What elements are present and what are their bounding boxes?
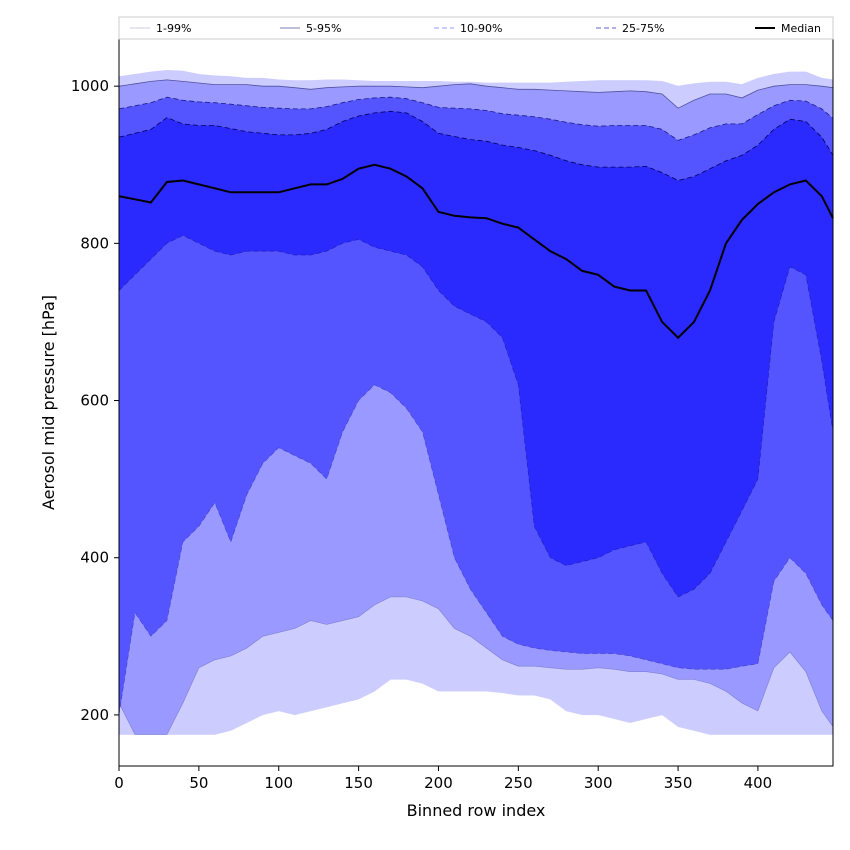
legend-label: Median bbox=[781, 22, 821, 35]
band-25-75pct bbox=[119, 111, 833, 598]
legend: 1-99% 5-95% 10-90% 25-75% Median bbox=[118, 16, 834, 40]
percentile-bands bbox=[119, 70, 833, 735]
median-line bbox=[118, 163, 834, 340]
band-upper-edge-1-99pct bbox=[118, 69, 834, 87]
y-axis-ticks: 200 400 600 800 1000 bbox=[71, 77, 119, 724]
x-axis-ticks: 0 50 100 150 200 250 300 350 400 bbox=[114, 766, 772, 792]
band-lower-edge-5-95pct bbox=[118, 596, 834, 735]
x-tick-label: 100 bbox=[264, 774, 293, 792]
y-axis-label: Aerosol mid pressure [hPa] bbox=[39, 295, 58, 510]
y-tick-label: 600 bbox=[80, 392, 109, 410]
band-lower-edge-10-90pct bbox=[118, 384, 834, 715]
x-tick-label: 400 bbox=[744, 774, 773, 792]
legend-box bbox=[118, 16, 834, 40]
y-tick-label: 1000 bbox=[71, 77, 109, 95]
band-upper-edge-25-75pct bbox=[118, 110, 834, 181]
x-tick-label: 300 bbox=[584, 774, 613, 792]
x-tick-label: 150 bbox=[344, 774, 373, 792]
legend-label: 25-75% bbox=[622, 22, 664, 35]
x-tick-label: 50 bbox=[189, 774, 208, 792]
legend-label: 1-99% bbox=[156, 22, 191, 35]
x-tick-label: 200 bbox=[424, 774, 453, 792]
median-series bbox=[118, 163, 834, 340]
legend-label: 5-95% bbox=[306, 22, 341, 35]
y-tick-label: 800 bbox=[80, 234, 109, 252]
x-axis-label: Binned row index bbox=[407, 801, 546, 820]
y-tick-label: 200 bbox=[80, 706, 109, 724]
y-tick-label: 400 bbox=[80, 549, 109, 567]
band-lower-edge-25-75pct bbox=[118, 235, 834, 598]
band-upper-edge-10-90pct bbox=[118, 96, 834, 141]
band-upper-edge-5-95pct bbox=[118, 79, 834, 109]
x-tick-label: 0 bbox=[114, 774, 124, 792]
x-tick-label: 350 bbox=[664, 774, 693, 792]
band-edge-lines bbox=[118, 69, 834, 735]
x-tick-label: 250 bbox=[504, 774, 533, 792]
band-lower-edge-1-99pct bbox=[119, 679, 833, 735]
legend-label: 10-90% bbox=[460, 22, 502, 35]
